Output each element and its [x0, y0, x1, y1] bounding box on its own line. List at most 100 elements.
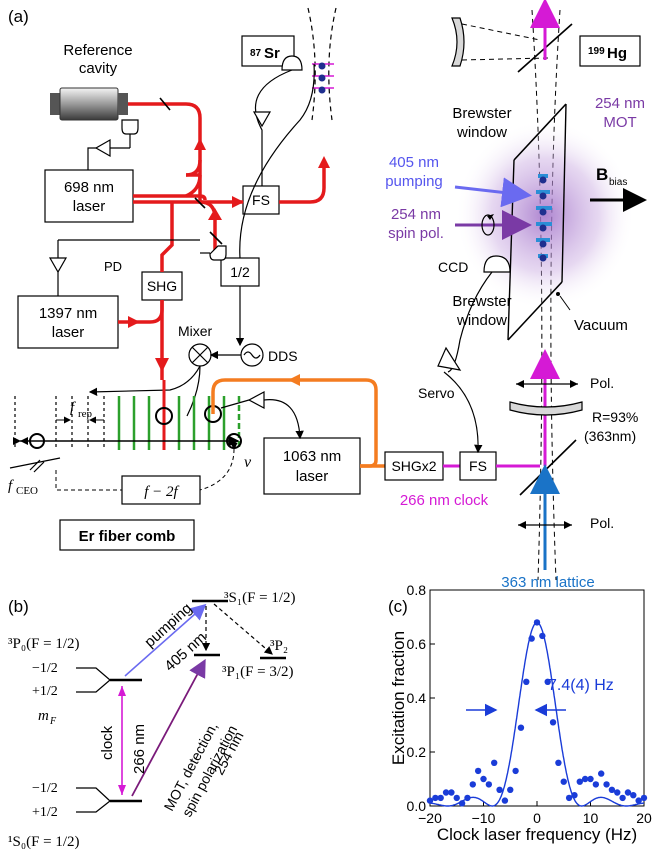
- comb-beat-1: [155, 407, 173, 425]
- data-point: [458, 800, 466, 807]
- nm266-label: 266 nm: [131, 724, 148, 774]
- data-point: [523, 678, 530, 685]
- mf-label: m: [38, 708, 49, 724]
- mot-254-label-2: MOT: [603, 114, 636, 131]
- data-point: [544, 678, 551, 685]
- sr-badge-main: Sr: [264, 45, 280, 62]
- x-tick-label: −20: [418, 810, 442, 826]
- hg-curved-mirror: [451, 17, 465, 67]
- brewster-window-bottom: [507, 281, 563, 341]
- level-p2: ³P₂: [270, 638, 288, 654]
- hg-badge-main: Hg: [607, 45, 627, 62]
- mf-minus-bot: −1/2: [32, 781, 58, 796]
- brewster-label-2b: window: [456, 312, 507, 329]
- data-point: [539, 632, 546, 640]
- data-point: [480, 775, 487, 783]
- output-coupler-mirror: [509, 401, 583, 416]
- chart-xlabel: Clock laser frequency (Hz): [437, 825, 637, 844]
- pumping-transition: [124, 603, 207, 677]
- lattice-363-label: 363 nm lattice: [501, 574, 594, 591]
- brewster-window-top: [513, 103, 567, 161]
- pd-label: PD: [104, 259, 122, 274]
- mirror-r-label-2: (363nm): [584, 428, 636, 444]
- data-point: [581, 775, 589, 783]
- data-point: [571, 792, 578, 799]
- frep-label: f: [70, 400, 76, 416]
- data-point: [507, 786, 514, 793]
- data-point: [555, 759, 562, 766]
- data-point: [453, 794, 460, 802]
- servo-amp: [437, 346, 462, 371]
- data-point: [640, 794, 648, 802]
- y-tick-label: 0.6: [407, 636, 427, 652]
- x-tick-label: −10: [472, 810, 496, 826]
- data-point: [512, 767, 519, 775]
- pol-2-label: Pol.: [590, 515, 614, 531]
- fceo-axis: [9, 457, 61, 469]
- nu-label: ν: [244, 454, 252, 471]
- data-point: [501, 797, 509, 804]
- laser-1397-box: [17, 295, 119, 349]
- data-point: [549, 719, 557, 726]
- panel-a-label: (a): [8, 7, 29, 26]
- x-tick-label: 0: [533, 810, 541, 826]
- brewster-label-1a: Brewster: [452, 105, 511, 122]
- laser-698-label-1: 698 nm: [64, 179, 114, 196]
- feedback-electronics-sr: [48, 119, 227, 296]
- y-tick-label: 0.8: [407, 582, 427, 598]
- mot-transition: [131, 658, 206, 797]
- data-point: [603, 781, 610, 788]
- data-point: [533, 619, 541, 626]
- data-point: [496, 786, 503, 793]
- mf-minus-top: −1/2: [32, 661, 58, 676]
- clock-266-label: 266 nm clock: [400, 492, 489, 509]
- data-point: [442, 789, 450, 796]
- level-p1: ³P₁(F = 3/2): [222, 664, 294, 680]
- mot-glow: [455, 120, 635, 310]
- laser-698-label-2: laser: [73, 198, 106, 215]
- mf-sub: F: [49, 716, 57, 727]
- pol-1-label: Pol.: [590, 375, 614, 391]
- laser-698-box: [44, 169, 134, 223]
- sr-badge-sup: 87: [250, 48, 262, 59]
- laser-1063-box: [263, 437, 361, 495]
- energy-levels: [110, 599, 286, 803]
- comb-loop-1: [29, 433, 45, 449]
- shg-label: SHG: [147, 278, 177, 294]
- ccd-camera: [483, 255, 511, 273]
- hg-atoms: [536, 174, 552, 262]
- divider-connections: [235, 63, 315, 347]
- chart-ylabel: Excitation fraction: [389, 631, 408, 765]
- data-point: [560, 778, 567, 785]
- fceo-label: f: [8, 478, 14, 494]
- b-bias-sub: bias: [609, 177, 627, 188]
- vacuum-label: Vacuum: [574, 317, 628, 334]
- level-p0: ³P₀(F = 1/2): [8, 636, 80, 652]
- data-point: [426, 797, 434, 804]
- ccd-label: CCD: [438, 259, 468, 275]
- hg-cavity-lines: [461, 9, 561, 581]
- data-point: [565, 794, 573, 802]
- fs-box-hg: [459, 451, 497, 481]
- mot-254-label-1: 254 nm: [595, 95, 645, 112]
- reference-cavity: [50, 87, 128, 121]
- level-s0: ¹S₀(F = 1/2): [8, 834, 80, 850]
- data-point: [598, 770, 605, 777]
- hg-badge-sup: 199: [588, 46, 605, 57]
- clock-label: clock: [99, 725, 116, 760]
- shgx2-box: [384, 451, 444, 481]
- brewster-label-2a: Brewster: [452, 293, 511, 310]
- data-point: [587, 775, 594, 783]
- data-point: [528, 635, 535, 642]
- b-bias-label: B: [596, 165, 608, 184]
- data-point: [491, 759, 498, 766]
- hg-badge: [579, 35, 641, 67]
- data-point: [624, 789, 632, 796]
- mf-plus-bot: +1/2: [32, 805, 58, 820]
- red-beam-arrows: [128, 138, 330, 372]
- pump-405-beam: [454, 177, 532, 208]
- data-point: [635, 797, 642, 804]
- data-point: [432, 794, 439, 802]
- fceo-sub: CEO: [16, 485, 38, 497]
